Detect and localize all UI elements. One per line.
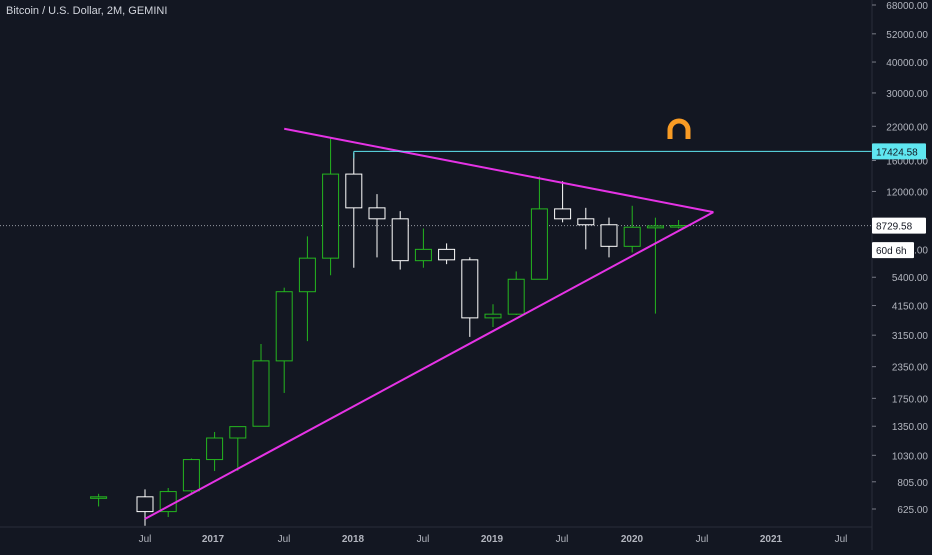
y-tick-label: 16000.00	[886, 157, 928, 168]
y-tick-label: 30000.00	[886, 89, 928, 100]
candle-body	[461, 259, 479, 319]
candle-body	[600, 224, 618, 247]
y-tick-label: 52000.00	[886, 30, 928, 41]
y-tick-label: 3150.00	[892, 331, 929, 342]
candle-body	[554, 208, 572, 220]
resistance-price-label-bg	[872, 143, 926, 160]
candle-body	[345, 173, 363, 209]
candle[interactable]	[345, 152, 363, 268]
resistance-price-label-text: 17424.58	[876, 147, 918, 158]
y-tick-label: 5400.00	[892, 273, 929, 284]
candle[interactable]	[414, 228, 432, 268]
candle[interactable]	[391, 211, 409, 270]
x-tick-label: Jul	[556, 534, 569, 545]
candle-body	[530, 208, 548, 280]
candle[interactable]	[600, 217, 618, 258]
countdown-label-text: 60d 6h	[876, 246, 907, 257]
candle[interactable]	[438, 243, 456, 265]
candle[interactable]	[229, 426, 247, 472]
candle[interactable]	[275, 287, 293, 393]
lower-trendline[interactable]	[144, 211, 714, 520]
magnet-icon	[667, 118, 691, 139]
candle-body	[182, 459, 200, 492]
candle-body	[252, 360, 270, 427]
y-tick-label: 805.00	[897, 478, 928, 489]
candle[interactable]	[90, 493, 108, 507]
candle-body	[322, 173, 340, 259]
candle[interactable]	[530, 176, 548, 280]
candle[interactable]	[484, 304, 502, 327]
y-tick-label: 1750.00	[892, 394, 929, 405]
candle-body	[206, 437, 224, 461]
y-tick-label: 12000.00	[886, 187, 928, 198]
y-tick-label: 1030.00	[892, 451, 929, 462]
resistance-price-label: 17424.58	[872, 143, 926, 160]
y-tick-label: 1350.00	[892, 422, 929, 433]
candle[interactable]	[298, 236, 316, 342]
candle[interactable]	[461, 257, 479, 337]
magnet-arc	[667, 118, 691, 139]
candle-body	[391, 218, 409, 262]
candle-body	[368, 207, 386, 220]
y-tick-label: 625.00	[897, 505, 928, 516]
candle-body	[484, 313, 502, 319]
candle[interactable]	[554, 181, 572, 223]
current-price-label-text: 8729.58	[876, 222, 913, 233]
candle[interactable]	[623, 205, 641, 253]
candle[interactable]	[322, 137, 340, 276]
x-tick-label: 2019	[481, 534, 504, 545]
x-tick-label: 2021	[760, 534, 783, 545]
y-tick-label: 4150.00	[892, 302, 929, 313]
y-tick-label: 22000.00	[886, 122, 928, 133]
candle-body	[438, 248, 456, 261]
candle[interactable]	[368, 194, 386, 258]
y-tick-label: 2350.00	[892, 363, 929, 374]
countdown-label-bg	[872, 242, 914, 259]
symbol-title: Bitcoin / U.S. Dollar, 2M, GEMINI	[6, 5, 168, 17]
y-tick-label: 68000.00	[886, 1, 928, 12]
candle-body	[414, 248, 432, 262]
candle-body	[298, 257, 316, 293]
candle[interactable]	[507, 271, 525, 316]
x-tick-label: Jul	[278, 534, 291, 545]
candle-body	[507, 278, 525, 315]
x-tick-label: Jul	[139, 534, 152, 545]
x-tick-label: Jul	[417, 534, 430, 545]
candle-body	[623, 226, 641, 247]
x-tick-label: 2017	[202, 534, 225, 545]
x-tick-label: 2020	[621, 534, 644, 545]
candle-body	[90, 496, 108, 499]
upper-trendline[interactable]	[284, 127, 714, 214]
countdown-label: 60d 6h	[872, 242, 914, 259]
current-price-label: 8729.58	[872, 217, 926, 234]
candle[interactable]	[206, 431, 224, 472]
x-tick-label: 2018	[342, 534, 365, 545]
candle-body	[229, 426, 247, 439]
current-price-label-bg	[872, 217, 926, 234]
candle-body	[646, 225, 664, 229]
candle[interactable]	[252, 344, 270, 427]
candle-body	[275, 291, 293, 362]
candle[interactable]	[182, 458, 200, 494]
x-tick-label: Jul	[835, 534, 848, 545]
candle-body	[136, 496, 154, 513]
candle[interactable]	[646, 217, 664, 314]
candle-body	[577, 218, 595, 226]
x-tick-label: Jul	[696, 534, 709, 545]
y-tick-label: 40000.00	[886, 58, 928, 69]
candle[interactable]	[577, 207, 595, 250]
candle[interactable]	[136, 489, 154, 526]
